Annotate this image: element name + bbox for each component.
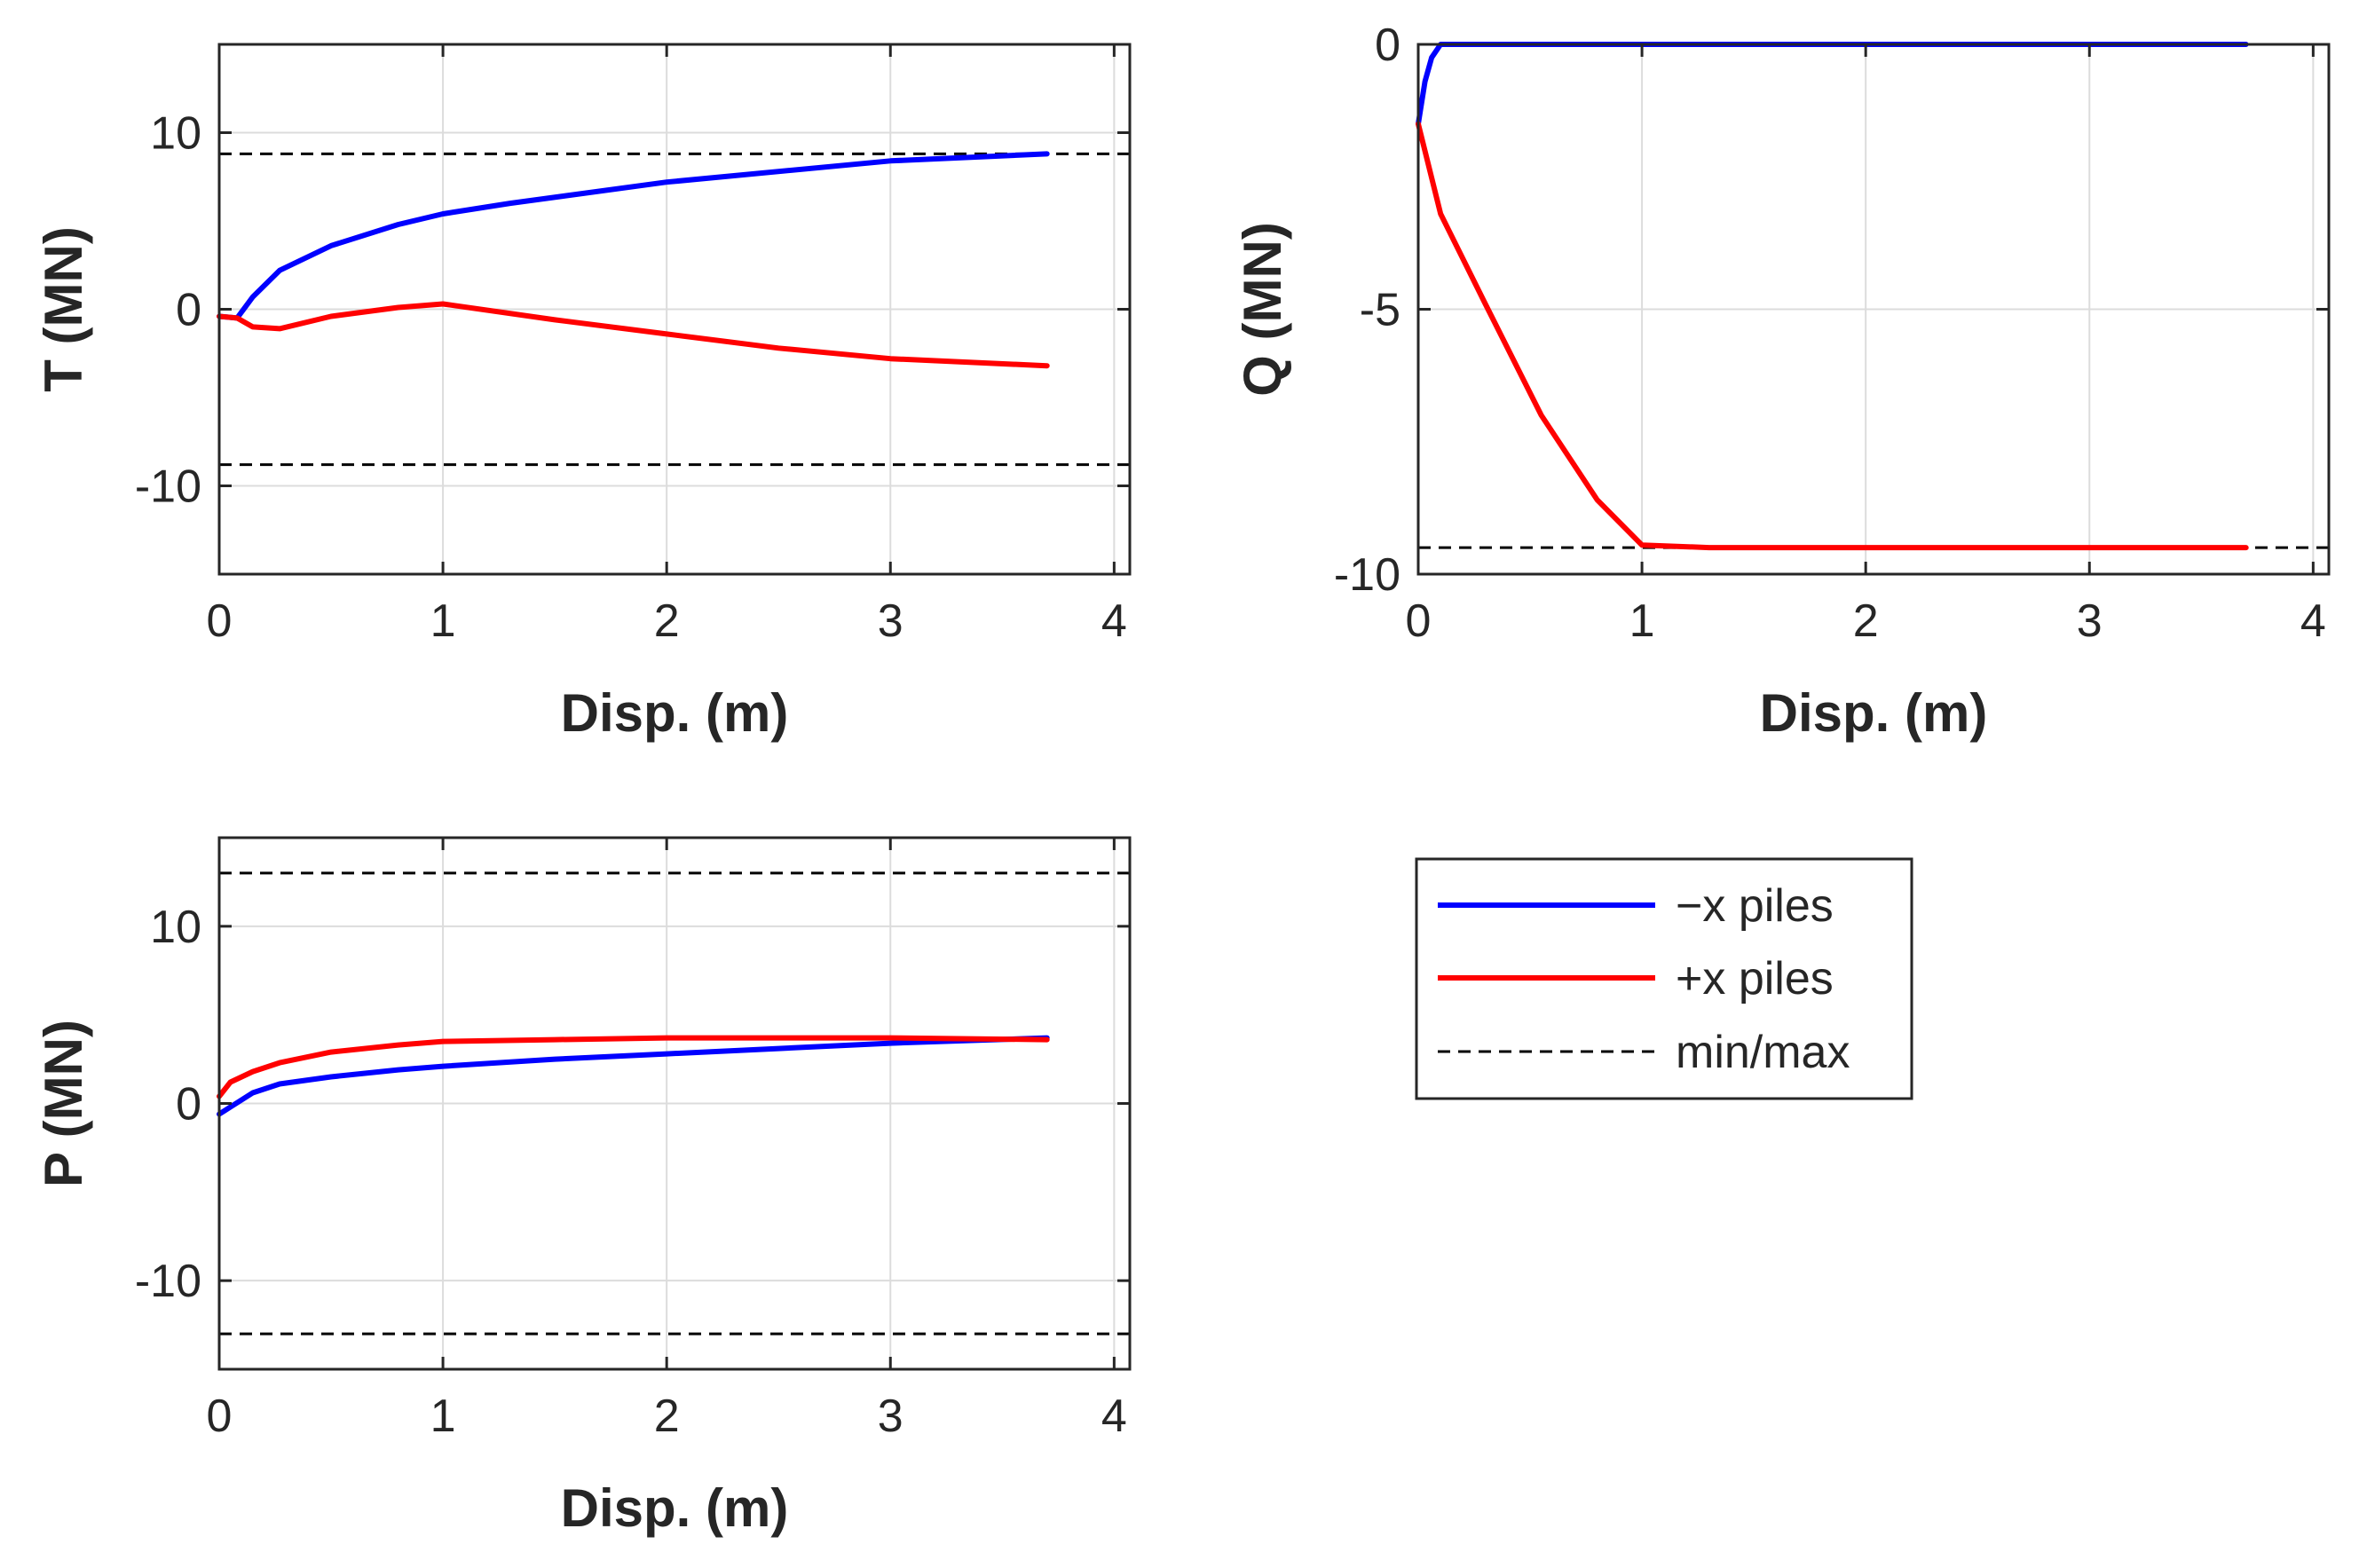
y-tick-label: -10 — [1334, 549, 1400, 601]
y-tick-label: 10 — [150, 902, 201, 953]
y-axis-title: P (MN) — [34, 1020, 93, 1187]
y-tick-label: 0 — [176, 1079, 201, 1131]
x-tick-label: 3 — [2077, 595, 2103, 647]
x-axis-title: Disp. (m) — [561, 683, 789, 743]
x-tick-label: 1 — [430, 595, 456, 647]
x-tick-label: 2 — [1853, 595, 1879, 647]
y-tick-label: -10 — [135, 461, 201, 513]
panel-Q: 0 1 2 3 4 -10 -5 0 Disp. (m) Q (MN) — [1233, 20, 2331, 743]
legend: −x piles +x piles min/max — [1415, 857, 1913, 1100]
y-tick-label: 0 — [1375, 20, 1400, 71]
x-axis-title: Disp. (m) — [561, 1478, 789, 1538]
series-line-plus-x — [1416, 121, 2249, 551]
y-tick-label: -5 — [1360, 285, 1400, 336]
x-tick-label: 3 — [878, 1391, 903, 1442]
y-tick-label: 0 — [176, 285, 201, 336]
legend-label-minus-x: −x piles — [1676, 880, 1834, 932]
panel-P: 0 1 2 3 4 -10 0 10 Disp. (m) P (MN) — [34, 836, 1132, 1538]
series-line-plus-x — [217, 301, 1050, 369]
y-tick-label: -10 — [135, 1256, 201, 1307]
x-tick-label: 4 — [1101, 1391, 1127, 1442]
panel-T: 0 1 2 3 4 -10 0 10 Disp. (m) T (MN) — [34, 43, 1132, 743]
y-axis-title: T (MN) — [34, 226, 93, 392]
series-line-minus-x — [217, 1035, 1050, 1117]
y-tick-label: 10 — [150, 108, 201, 160]
legend-label-plus-x: +x piles — [1676, 953, 1834, 1005]
x-tick-label: 1 — [430, 1391, 456, 1442]
x-tick-label: 0 — [1406, 595, 1432, 647]
x-tick-label: 2 — [654, 1391, 680, 1442]
legend-label-min-max: min/max — [1676, 1027, 1850, 1078]
x-tick-label: 1 — [1629, 595, 1655, 647]
x-tick-label: 4 — [1101, 595, 1127, 647]
series-line-plus-x — [217, 1035, 1050, 1099]
x-tick-label: 3 — [878, 595, 903, 647]
x-axis-title: Disp. (m) — [1760, 683, 1988, 743]
series-line-minus-x — [217, 151, 1050, 321]
x-tick-label: 4 — [2300, 595, 2326, 647]
y-axis-title: Q (MN) — [1233, 222, 1292, 397]
x-tick-label: 0 — [207, 595, 233, 647]
x-tick-label: 0 — [207, 1391, 233, 1442]
x-tick-label: 2 — [654, 595, 680, 647]
